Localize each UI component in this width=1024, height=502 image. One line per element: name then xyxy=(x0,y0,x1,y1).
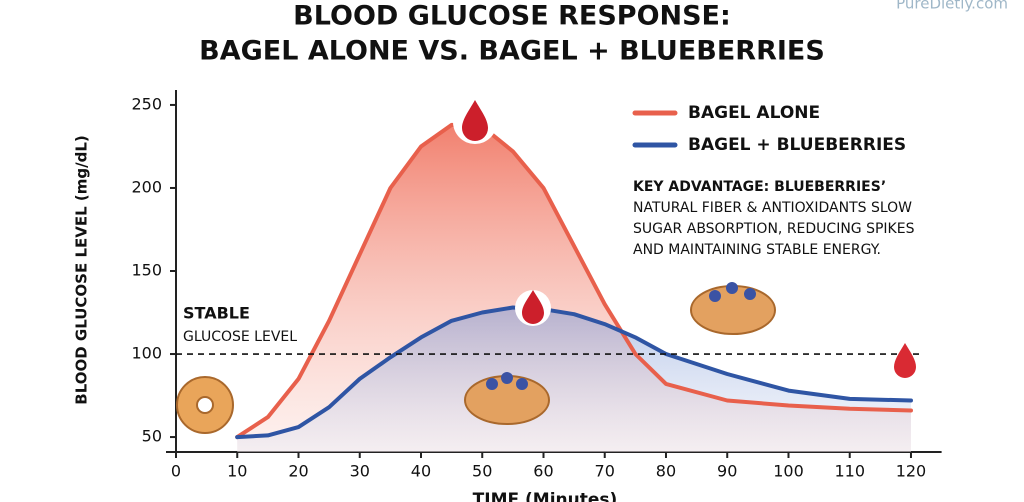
x-tick-label: 70 xyxy=(595,462,615,481)
series-line xyxy=(235,305,913,440)
y-tick-label: 100 xyxy=(131,344,162,363)
y-tick-label: 250 xyxy=(131,94,162,113)
annotation: SUGAR ABSORPTION, REDUCING SPIKES xyxy=(633,221,915,237)
y-tick-label: 150 xyxy=(131,261,162,280)
reference-label: STABLE xyxy=(183,304,250,323)
plot: 50 100 150 200 250 0 10 20 30 40 50 60 70 80 90 100 110 1… xyxy=(131,90,942,481)
bagel-blueberry-icon xyxy=(464,282,776,425)
watermark: PureDietly.com xyxy=(896,0,1008,13)
annotation: NATURAL FIBER & ANTIOXIDANTS SLOW xyxy=(633,200,912,216)
x-tick-label: 50 xyxy=(472,462,492,481)
x-axis-label: TIME (Minutes) xyxy=(473,490,618,502)
series-area xyxy=(237,307,911,452)
y-tick-label: 200 xyxy=(131,177,162,196)
annotation: AND MAINTAINING STABLE ENERGY. xyxy=(633,242,881,258)
bagel-icon xyxy=(176,376,234,434)
reference-label: GLUCOSE LEVEL xyxy=(183,329,297,345)
x-tick-label: 110 xyxy=(834,462,865,481)
x-tick-label: 20 xyxy=(288,462,308,481)
chart-title: BAGEL ALONE VS. BAGEL + BLUEBERRIES xyxy=(199,36,825,67)
x-tick-label: 40 xyxy=(411,462,431,481)
y-tick-label: 50 xyxy=(142,427,162,446)
chart-title: BLOOD GLUCOSE RESPONSE: xyxy=(293,1,731,32)
x-tick-label: 0 xyxy=(171,462,181,481)
drop-icon xyxy=(453,100,916,378)
x-tick-label: 60 xyxy=(533,462,553,481)
x-tick-label: 80 xyxy=(656,462,676,481)
legend-label: BAGEL ALONE xyxy=(688,103,820,123)
x-tick-label: 90 xyxy=(717,462,737,481)
legend-label: BAGEL + BLUEBERRIES xyxy=(688,135,906,155)
series-line xyxy=(235,122,913,440)
x-tick-label: 100 xyxy=(773,462,804,481)
x-tick-label: 10 xyxy=(227,462,247,481)
y-axis-label: BLOOD GLUCOSE LEVEL (mg/dL) xyxy=(73,135,91,404)
x-tick-label: 120 xyxy=(896,462,927,481)
x-tick-label: 30 xyxy=(350,462,370,481)
annotation: KEY ADVANTAGE: BLUEBERRIES’ xyxy=(633,179,886,195)
